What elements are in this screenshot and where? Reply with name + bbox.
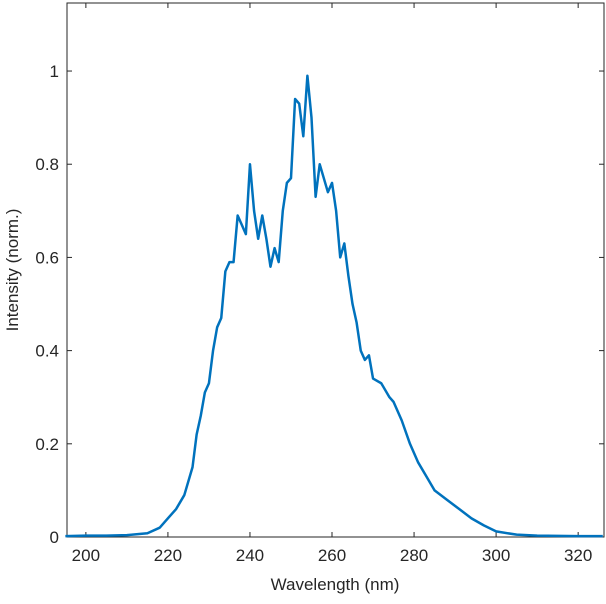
x-tick-label: 200 xyxy=(72,546,100,565)
x-tick-label: 240 xyxy=(236,546,264,565)
x-tick-label: 300 xyxy=(482,546,510,565)
data-line xyxy=(65,74,603,538)
y-tick-label: 0.4 xyxy=(35,342,59,361)
y-tick-label: 0.8 xyxy=(35,155,59,174)
y-tick-label: 0 xyxy=(50,528,59,547)
y-tick-label: 0.6 xyxy=(35,248,59,267)
x-tick-label: 260 xyxy=(318,546,346,565)
y-tick-label: 0.2 xyxy=(35,435,59,454)
x-tick-label: 320 xyxy=(564,546,592,565)
y-tick-label: 1 xyxy=(50,62,59,81)
plot-area xyxy=(66,2,605,538)
x-tick-label: 220 xyxy=(154,546,182,565)
x-axis-label: Wavelength (nm) xyxy=(271,575,400,594)
y-axis-label: Intensity (norm.) xyxy=(3,209,22,332)
x-tick-label: 280 xyxy=(400,546,428,565)
